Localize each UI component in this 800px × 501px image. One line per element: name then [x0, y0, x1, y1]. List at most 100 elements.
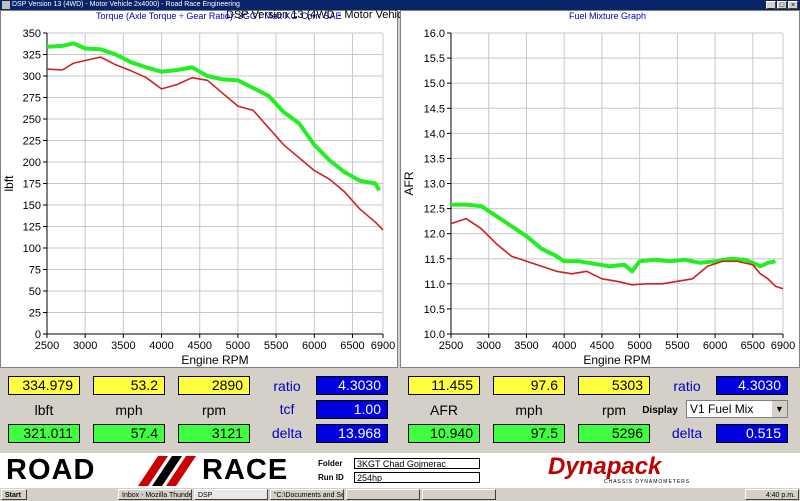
torque-ytick-label: 125 [23, 222, 41, 234]
torque-readout-2: 321.011 [8, 424, 80, 443]
ratio-label-2: ratio [673, 378, 701, 394]
tcf-value: 1.00 [316, 400, 388, 419]
afr-xtick-label: 6900 [771, 340, 795, 352]
app-icon [2, 1, 10, 9]
close-button[interactable]: × [788, 1, 798, 9]
torque-xtick-label: 3000 [73, 340, 97, 352]
chevron-down-icon[interactable]: ▼ [772, 401, 787, 417]
minimize-button[interactable]: _ [766, 1, 776, 9]
delta-value-2: 0.515 [716, 424, 788, 443]
mph-label-2: mph [515, 402, 543, 418]
roadrace-logo: ROAD RACE [6, 454, 311, 486]
delta-label: delta [271, 425, 303, 441]
delta-label-2: delta [671, 425, 703, 441]
afr-chart-panel: Fuel Mixture Graph 2500 3000 3500 4000 4500 5… [400, 10, 800, 368]
rpm-label: rpm [201, 402, 227, 418]
afr-label: AFR [430, 402, 458, 418]
ratio-label: ratio [273, 378, 301, 394]
taskbar-item-5[interactable] [422, 489, 496, 500]
afr-ytick-label: 16.0 [424, 28, 445, 40]
torque-xtick-label: 5500 [264, 340, 288, 352]
start-button[interactable]: Start [1, 489, 27, 500]
delta-value: 13.968 [316, 424, 388, 443]
display-select[interactable]: V1 Fuel Mix ▼ [686, 400, 788, 418]
ratio-value: 4.3030 [316, 376, 388, 395]
afr-ytick-label: 13.5 [424, 153, 445, 165]
afr-xtick-label: 4500 [590, 340, 614, 352]
taskbar-item-thunderbird[interactable]: Inbox - Mozilla Thunderbird [118, 489, 192, 500]
mph-readout-4: 97.5 [493, 424, 565, 443]
logo-text-race: RACE [202, 454, 289, 486]
afr-yaxis-label: AFR [402, 171, 416, 195]
taskbar-item-4[interactable] [346, 489, 420, 500]
brand-text: Dynapack [548, 453, 662, 480]
title-bar: DSP Version 13 (4WD) - Motor Vehicle 2x4… [0, 0, 800, 10]
torque-series-line [46, 56, 384, 231]
torque-ytick-label: 200 [23, 157, 41, 169]
afr-xtick-label: 6000 [703, 340, 727, 352]
afr-xtick-label: 5500 [665, 340, 689, 352]
afr-xtick-label: 2500 [439, 340, 463, 352]
torque-ytick-label: 325 [23, 50, 41, 62]
folder-field[interactable]: 3KGT Chad Gojmerac [354, 458, 480, 469]
afr-xtick-label: 5000 [627, 340, 651, 352]
afr-ytick-label: 15.5 [424, 53, 445, 65]
torque-ytick-label: 175 [23, 179, 41, 191]
folder-label: Folder [318, 459, 343, 468]
afr-readout-1: 11.455 [408, 376, 480, 395]
afr-chart: 2500 3000 3500 4000 4500 5000 5500 6000 6500 6900… [402, 28, 795, 367]
rpm-readout-2: 3121 [178, 424, 250, 443]
torque-xtick-label: 2500 [35, 340, 59, 352]
afr-xtick-label: 6500 [741, 340, 765, 352]
runid-field[interactable]: 254hp [354, 472, 480, 483]
maximize-button[interactable]: □ [777, 1, 787, 9]
ratio-value-2: 4.3030 [716, 376, 788, 395]
torque-ytick-label: 300 [23, 71, 41, 83]
display-select-value: V1 Fuel Mix [690, 402, 754, 416]
afr-xaxis-label: Engine RPM [583, 353, 650, 367]
torque-ytick-label: 350 [23, 28, 41, 40]
afr-xtick-label: 4000 [552, 340, 576, 352]
afr-chart-title: Fuel Mixture Graph [569, 11, 647, 21]
torque-ytick-label: 25 [29, 308, 41, 320]
mph-readout-2: 57.4 [93, 424, 165, 443]
torque-ytick-label: 150 [23, 200, 41, 212]
torque-yaxis-label: lbft [2, 175, 16, 192]
afr-ytick-label: 11.5 [424, 254, 445, 266]
torque-xtick-label: 5000 [226, 340, 250, 352]
afr-ytick-label: 14.0 [424, 128, 445, 140]
rpm-label-2: rpm [601, 402, 627, 418]
torque-ytick-label: 50 [29, 286, 41, 298]
torque-ytick-label: 75 [29, 265, 41, 277]
afr-ytick-label: 13.0 [424, 179, 445, 191]
afr-ytick-label: 15.0 [424, 78, 445, 90]
torque-ytick-label: 275 [23, 93, 41, 105]
mph-readout-1: 53.2 [93, 376, 165, 395]
taskbar-item-explorer[interactable]: "C:\Documents and Setti... [270, 489, 344, 500]
torque-ytick-label: 100 [23, 243, 41, 255]
torque-xtick-label: 3500 [111, 340, 135, 352]
afr-ytick-label: 10.0 [424, 329, 445, 341]
taskbar-item-dsp[interactable]: DSP [194, 489, 268, 500]
lbft-label: lbft [34, 402, 54, 418]
torque-xaxis-label: Engine RPM [181, 353, 248, 367]
tcf-label: tcf [279, 401, 295, 417]
logo-stripes-icon [138, 456, 196, 486]
brand-sub: CHASSIS DYNAMOMETERS [604, 479, 691, 485]
taskbar-clock: 4:40 p.m. [745, 489, 799, 500]
afr-xtick-label: 3500 [514, 340, 538, 352]
runid-label: Run ID [318, 473, 344, 482]
torque-xtick-label: 6500 [340, 340, 364, 352]
afr-ytick-label: 12.0 [424, 229, 445, 241]
rpm-readout-4: 5296 [578, 424, 650, 443]
footer-bar: ROAD RACE Folder 3KGT Chad Gojmerac Run … [0, 453, 800, 487]
afr-ytick-label: 12.5 [424, 204, 445, 216]
torque-xtick-label: 4000 [149, 340, 173, 352]
torque-chart: 2500 3000 3500 4000 4500 5000 5500 6000 6500 6900… [2, 28, 395, 367]
afr-readout-2: 10.940 [408, 424, 480, 443]
torque-chart-panel: Torque (Axle Torque ÷ Gear Ratio): 3GGT … [0, 9, 580, 368]
afr-xtick-label: 3000 [476, 340, 500, 352]
taskbar: Start Inbox - Mozilla Thunderbird DSP "C… [0, 487, 800, 501]
rpm-readout-3: 5303 [578, 376, 650, 395]
torque-ytick-label: 225 [23, 136, 41, 148]
